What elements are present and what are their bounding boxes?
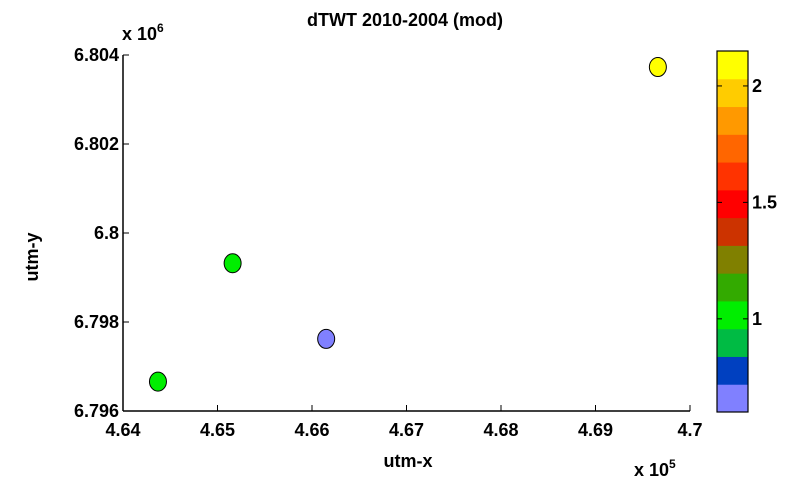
x-tick-label: 4.64 bbox=[105, 420, 140, 440]
colorbar-tick-label: 1 bbox=[752, 309, 762, 329]
colorbar-segment bbox=[717, 106, 748, 135]
colorbar-tick-label: 1.5 bbox=[752, 192, 777, 212]
data-points bbox=[148, 57, 667, 392]
y-exponent-power: 6 bbox=[157, 21, 164, 35]
y-tick-label: 6.804 bbox=[74, 45, 119, 65]
y-tick-label: 6.8 bbox=[94, 223, 119, 243]
colorbar-tick-label: 2 bbox=[752, 76, 762, 96]
y-exponent-base: x 10 bbox=[122, 24, 157, 44]
colorbar-segment bbox=[717, 356, 748, 385]
colorbar-segment bbox=[717, 134, 748, 163]
colorbar-segment bbox=[717, 300, 748, 330]
chart-title: dTWT 2010-2004 (mod) bbox=[307, 10, 503, 30]
plot-area bbox=[123, 55, 690, 411]
x-exponent-label: x 105 bbox=[634, 457, 676, 480]
data-point bbox=[648, 57, 667, 78]
axes: 4.64 4.65 4.66 4.67 4.68 4.69 4.7 6.796 6.798 6.8… bbox=[74, 45, 703, 440]
data-point bbox=[148, 371, 167, 392]
data-point bbox=[223, 253, 242, 274]
y-axis-label: utm-y bbox=[22, 233, 42, 282]
colorbar-segment bbox=[717, 51, 748, 80]
colorbar-segment bbox=[717, 245, 748, 274]
colorbar-segment bbox=[717, 328, 748, 357]
y-tick-label: 6.798 bbox=[74, 312, 119, 332]
colorbar-segment bbox=[717, 384, 748, 413]
x-tick-label: 4.66 bbox=[294, 420, 329, 440]
x-tick-label: 4.7 bbox=[677, 420, 702, 440]
colorbar-segment bbox=[717, 273, 748, 302]
x-exponent-power: 5 bbox=[669, 457, 676, 471]
y-exponent-label: x 106 bbox=[122, 21, 164, 44]
colorbar-segment bbox=[717, 78, 748, 108]
colorbar-segment bbox=[717, 162, 748, 191]
colorbar-frame bbox=[716, 50, 749, 413]
y-tick-label: 6.802 bbox=[74, 134, 119, 154]
x-tick-label: 4.68 bbox=[483, 420, 518, 440]
colorbar-segment bbox=[717, 189, 748, 219]
y-tick-label: 6.796 bbox=[74, 401, 119, 421]
x-tick-label: 4.69 bbox=[578, 420, 613, 440]
data-point bbox=[317, 328, 336, 349]
colorbar-segment bbox=[717, 217, 748, 246]
x-tick-label: 4.65 bbox=[200, 420, 235, 440]
colorbar: 11.52 bbox=[716, 50, 777, 413]
x-tick-label: 4.67 bbox=[389, 420, 424, 440]
x-exponent-base: x 10 bbox=[634, 460, 669, 480]
x-axis-label: utm-x bbox=[384, 451, 433, 471]
